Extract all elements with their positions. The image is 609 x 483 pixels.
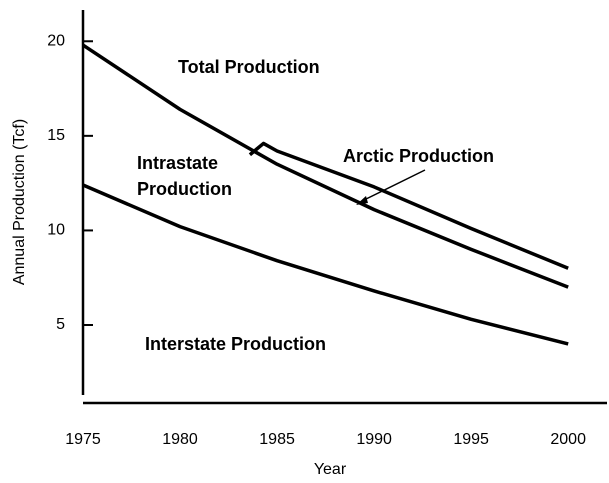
x-tick-label: 1990 (356, 431, 392, 448)
x-tick-label: 1975 (65, 431, 101, 448)
x-tick-label: 1995 (453, 431, 489, 448)
annotation: Intrastate (137, 153, 218, 173)
annotation: Interstate Production (145, 334, 326, 354)
x-tick-label: 1980 (162, 431, 198, 448)
y-tick-label: 15 (47, 127, 65, 144)
x-tick-label: 1985 (259, 431, 295, 448)
line (82, 43, 569, 289)
annotation: Total Production (178, 57, 320, 77)
y-axis-label: Annual Production (Tcf) (11, 119, 28, 285)
y-tick-label: 20 (47, 32, 65, 49)
x-axis-label: Year (314, 461, 347, 478)
annotation: Arctic Production (343, 146, 494, 166)
annotation: Production (137, 179, 232, 199)
y-tick-label: 5 (56, 316, 65, 333)
line (248, 141, 569, 270)
line (82, 183, 569, 346)
arrow (361, 169, 426, 202)
y-tick-label: 10 (47, 222, 65, 239)
x-tick-label: 2000 (550, 431, 586, 448)
